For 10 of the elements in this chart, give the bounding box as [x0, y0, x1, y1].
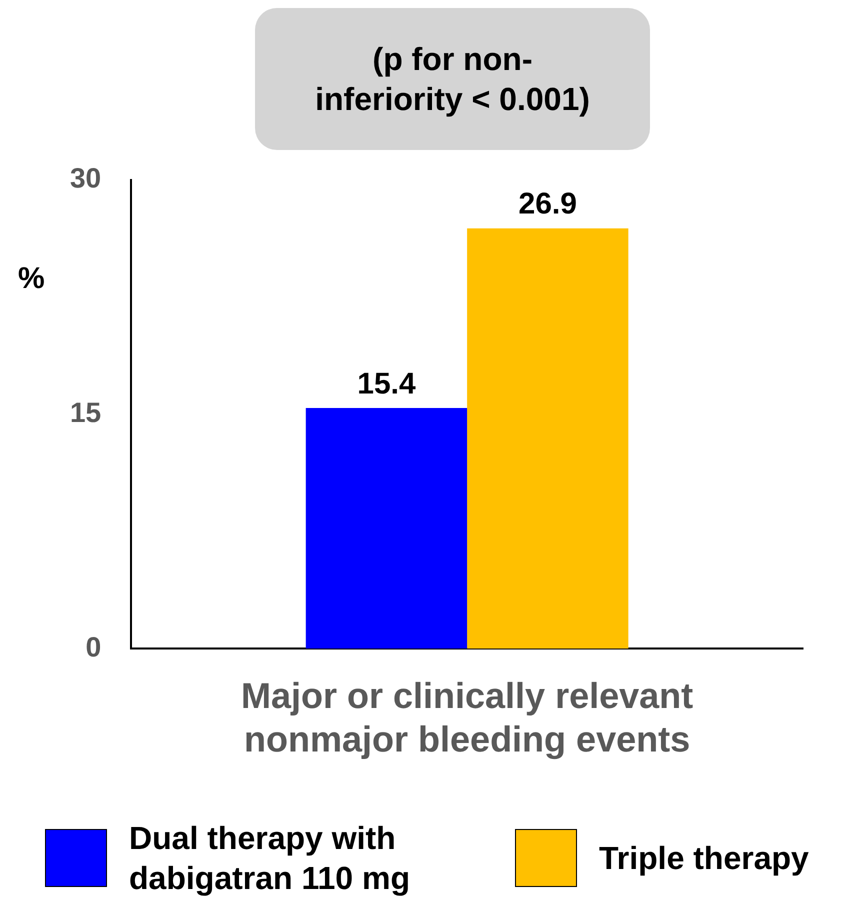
y-axis-title: % [18, 262, 45, 296]
data-label: 15.4 [357, 367, 416, 400]
legend-label: Triple therapy [599, 839, 809, 878]
data-label: 26.9 [518, 188, 577, 221]
text: (p for non-inferiority < 0.001) [255, 8, 650, 150]
y-tick-label: 15 [70, 397, 102, 428]
x-tick-label: Major or clinically relevant nonmajor bleeding events [240, 675, 694, 760]
y-tick-label: 0 [86, 631, 102, 662]
y-tick-label: 30 [70, 162, 102, 194]
legend-label: Dual therapy with dabigatran 110 mg [129, 819, 411, 898]
